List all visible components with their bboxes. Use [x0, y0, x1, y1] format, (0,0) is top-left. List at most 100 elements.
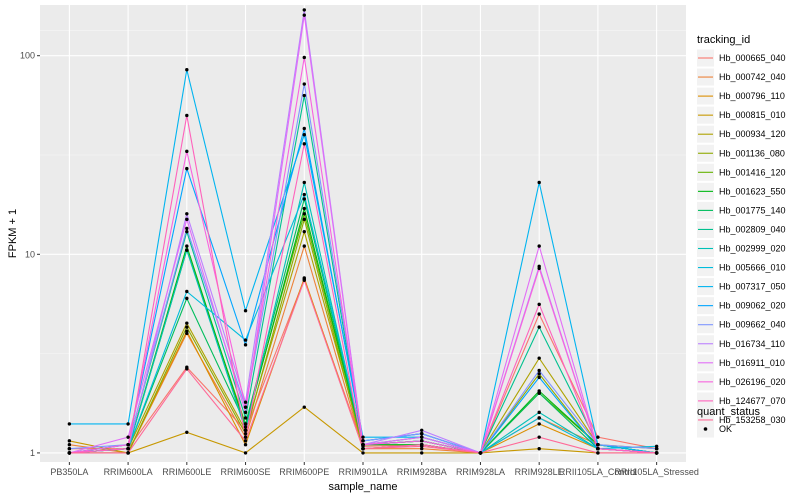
x-tick-label: RRII105LA_Stressed: [614, 467, 699, 477]
data-point: [361, 451, 365, 455]
data-point: [537, 422, 541, 426]
data-point: [185, 166, 189, 171]
data-point: [537, 356, 541, 360]
data-point: [302, 244, 306, 248]
data-point: [185, 321, 189, 325]
legend-label: Hb_000815_010: [719, 110, 786, 120]
data-point: [67, 422, 72, 426]
legend-label: Hb_000665_040: [719, 53, 786, 63]
legend-label: Hb_001775_140: [719, 205, 786, 215]
legend-label: Hb_005666_010: [719, 263, 786, 273]
y-tick-label: 100: [20, 51, 35, 61]
x-tick-label: RRIM600LA: [104, 467, 153, 477]
data-point: [596, 435, 600, 439]
data-point: [537, 325, 541, 329]
data-point: [243, 416, 248, 420]
data-point: [243, 442, 248, 447]
data-point: [654, 447, 659, 451]
data-point: [537, 435, 541, 439]
x-tick-label: RRIM600LE: [162, 467, 211, 477]
x-tick-label: RRIM901LA: [338, 467, 387, 477]
data-point: [537, 312, 541, 316]
legend-label: Hb_001623_550: [719, 186, 786, 196]
legend-label: Hb_001416_120: [719, 167, 786, 177]
x-tick-label: PB350LA: [50, 467, 88, 477]
data-point: [302, 206, 306, 211]
data-point: [185, 296, 189, 301]
data-point: [302, 192, 306, 197]
y-axis: 1 10 100: [20, 51, 40, 458]
data-point: [537, 416, 541, 420]
data-point: [126, 422, 130, 426]
legend-label: Hb_016734_110: [719, 339, 785, 349]
data-point: [420, 444, 424, 448]
data-point: [302, 197, 306, 201]
data-point: [420, 431, 424, 436]
legend2-marker: [703, 427, 708, 431]
legend-label: Hb_001136_080: [719, 148, 785, 158]
data-point: [302, 212, 306, 216]
data-point: [537, 447, 541, 451]
data-point: [185, 229, 189, 234]
data-point: [302, 8, 306, 12]
data-point: [243, 309, 248, 313]
x-tick-label: RRIM928BA: [397, 467, 447, 477]
data-point: [420, 439, 424, 443]
data-point: [537, 372, 541, 376]
data-point: [243, 431, 248, 436]
data-point: [185, 329, 189, 333]
x-tick-label: RRIM600SE: [221, 467, 271, 477]
legend: tracking_id Hb_000665_040 Hb_000742_040 Hb…: [697, 34, 786, 429]
data-point: [185, 367, 189, 371]
data-point: [243, 435, 248, 439]
data-point: [361, 442, 365, 447]
data-point: [302, 133, 306, 137]
data-point: [126, 447, 130, 451]
y-tick-label: 10: [25, 249, 35, 259]
legend-title: tracking_id: [697, 34, 750, 46]
data-point: [420, 428, 424, 432]
data-point: [654, 451, 659, 455]
data-point: [243, 422, 248, 426]
data-point: [361, 439, 365, 443]
data-point: [302, 82, 306, 86]
data-point: [185, 113, 189, 118]
data-point: [537, 391, 541, 395]
data-point: [537, 302, 541, 307]
data-point: [126, 435, 130, 439]
data-point: [67, 439, 72, 443]
legend-label: Hb_016911_010: [719, 358, 785, 368]
data-point: [185, 68, 189, 72]
data-point: [185, 217, 189, 222]
data-point: [185, 226, 189, 231]
data-point: [185, 325, 189, 329]
data-point: [243, 439, 248, 443]
data-point: [420, 447, 424, 451]
x-axis-title: sample_name: [328, 481, 397, 493]
data-point: [596, 442, 600, 447]
data-point: [596, 447, 600, 451]
legend-label: Hb_000796_110: [719, 91, 785, 101]
data-point: [67, 451, 72, 455]
data-point: [302, 55, 306, 60]
data-point: [420, 451, 424, 455]
data-point: [302, 13, 306, 17]
legend2-label: OK: [719, 424, 732, 434]
data-point: [67, 447, 72, 451]
legend-label: Hb_124677_070: [719, 396, 786, 406]
legend-label: Hb_000934_120: [719, 129, 786, 139]
data-point: [361, 435, 365, 439]
x-axis: PB350LA RRIM600LA RRIM600LE RRIM600SE RRIM60…: [50, 462, 699, 477]
data-point: [243, 338, 248, 342]
data-point: [185, 149, 189, 154]
data-point: [302, 405, 306, 409]
data-point: [361, 447, 365, 451]
x-tick-label: RRIM928LA: [456, 467, 505, 477]
data-point: [243, 405, 248, 409]
data-point: [302, 278, 306, 282]
x-tick-label: RRIM600PE: [279, 467, 329, 477]
data-point: [537, 375, 541, 380]
data-point: [420, 435, 424, 439]
data-point: [126, 451, 130, 455]
